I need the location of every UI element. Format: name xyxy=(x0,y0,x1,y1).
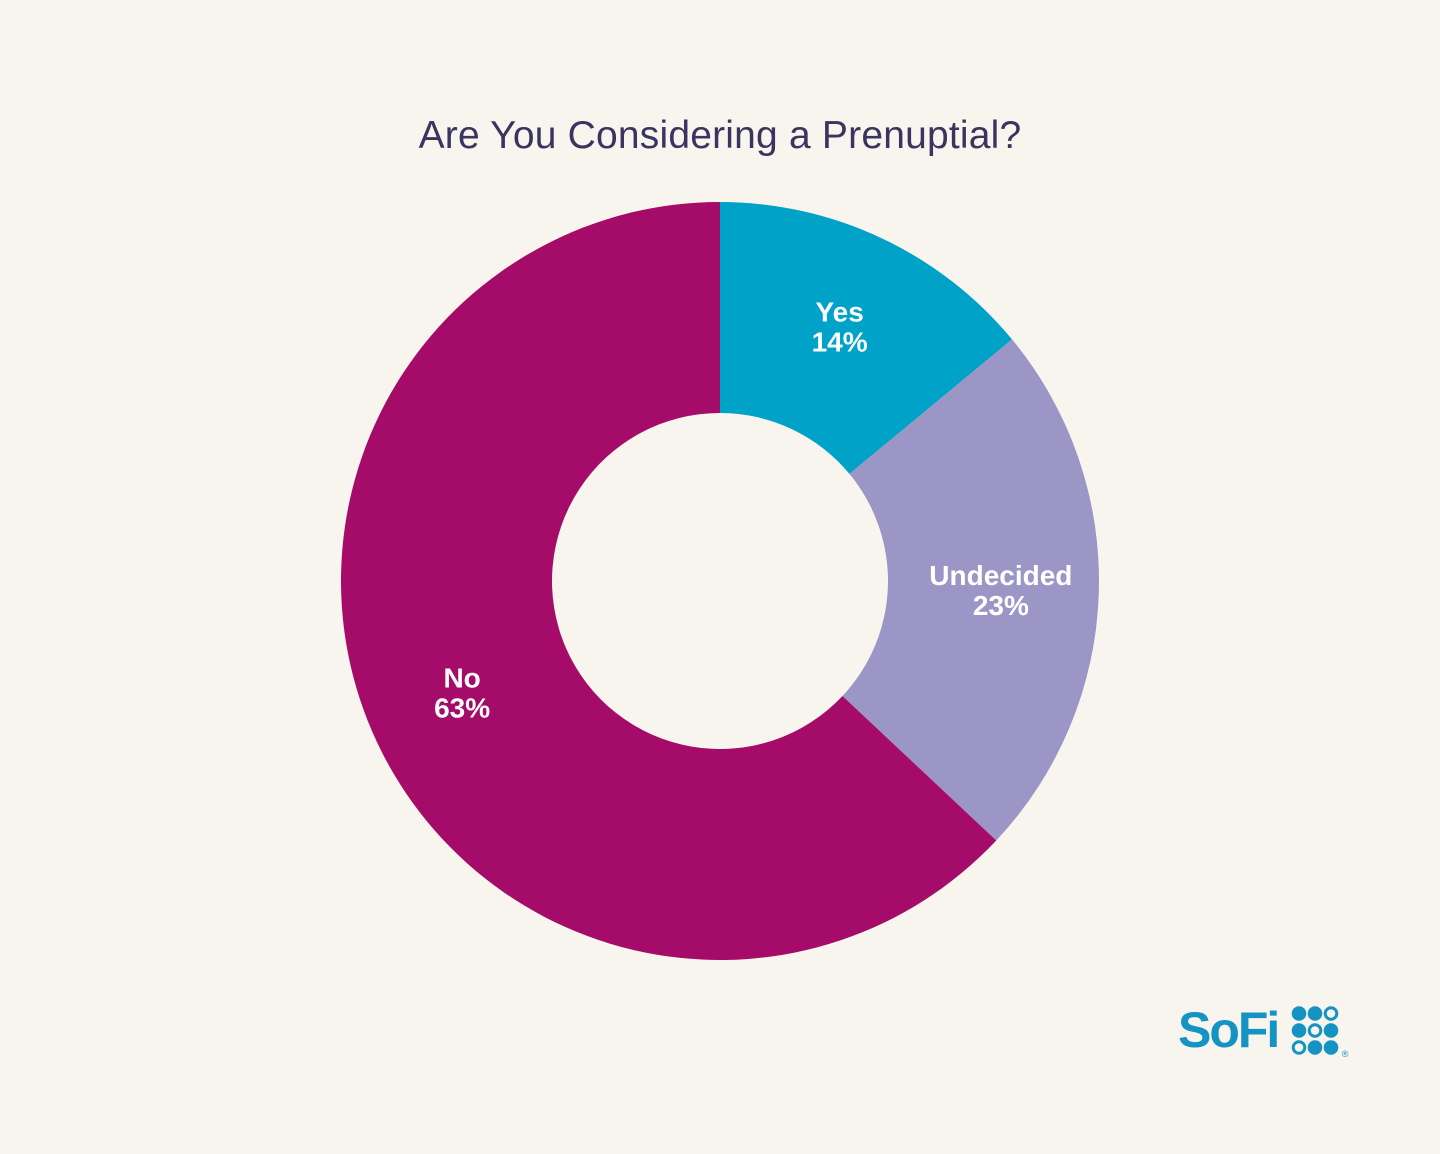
dot-filled xyxy=(1292,1005,1307,1021)
sofi-logo: SoFi ® xyxy=(1178,1002,1348,1059)
donut-slice-undecided xyxy=(842,339,1100,841)
dot-ring xyxy=(1324,1005,1339,1021)
dot-filled xyxy=(1324,1022,1339,1038)
slice-label-undecided: Undecided 23% xyxy=(929,560,1072,621)
sofi-dot-grid-icon xyxy=(1292,1005,1339,1055)
dot-ring xyxy=(1308,1022,1323,1038)
dot-filled xyxy=(1324,1039,1339,1055)
donut-slice-no xyxy=(340,202,997,960)
dot-ring xyxy=(1292,1039,1307,1055)
dot-filled xyxy=(1308,1005,1323,1021)
dot-filled xyxy=(1292,1022,1307,1038)
sofi-dot-grid-wrap: ® xyxy=(1291,1005,1348,1059)
chart-title: Are You Considering a Prenuptial? xyxy=(418,114,1022,157)
registered-trademark-symbol: ® xyxy=(1341,1048,1349,1059)
sofi-logo-text: SoFi xyxy=(1178,1002,1280,1058)
slice-label-no: No 63% xyxy=(434,663,490,724)
dot-filled xyxy=(1308,1039,1323,1055)
slice-label-yes: Yes 14% xyxy=(812,297,868,358)
donut-slice-yes xyxy=(720,202,1013,474)
